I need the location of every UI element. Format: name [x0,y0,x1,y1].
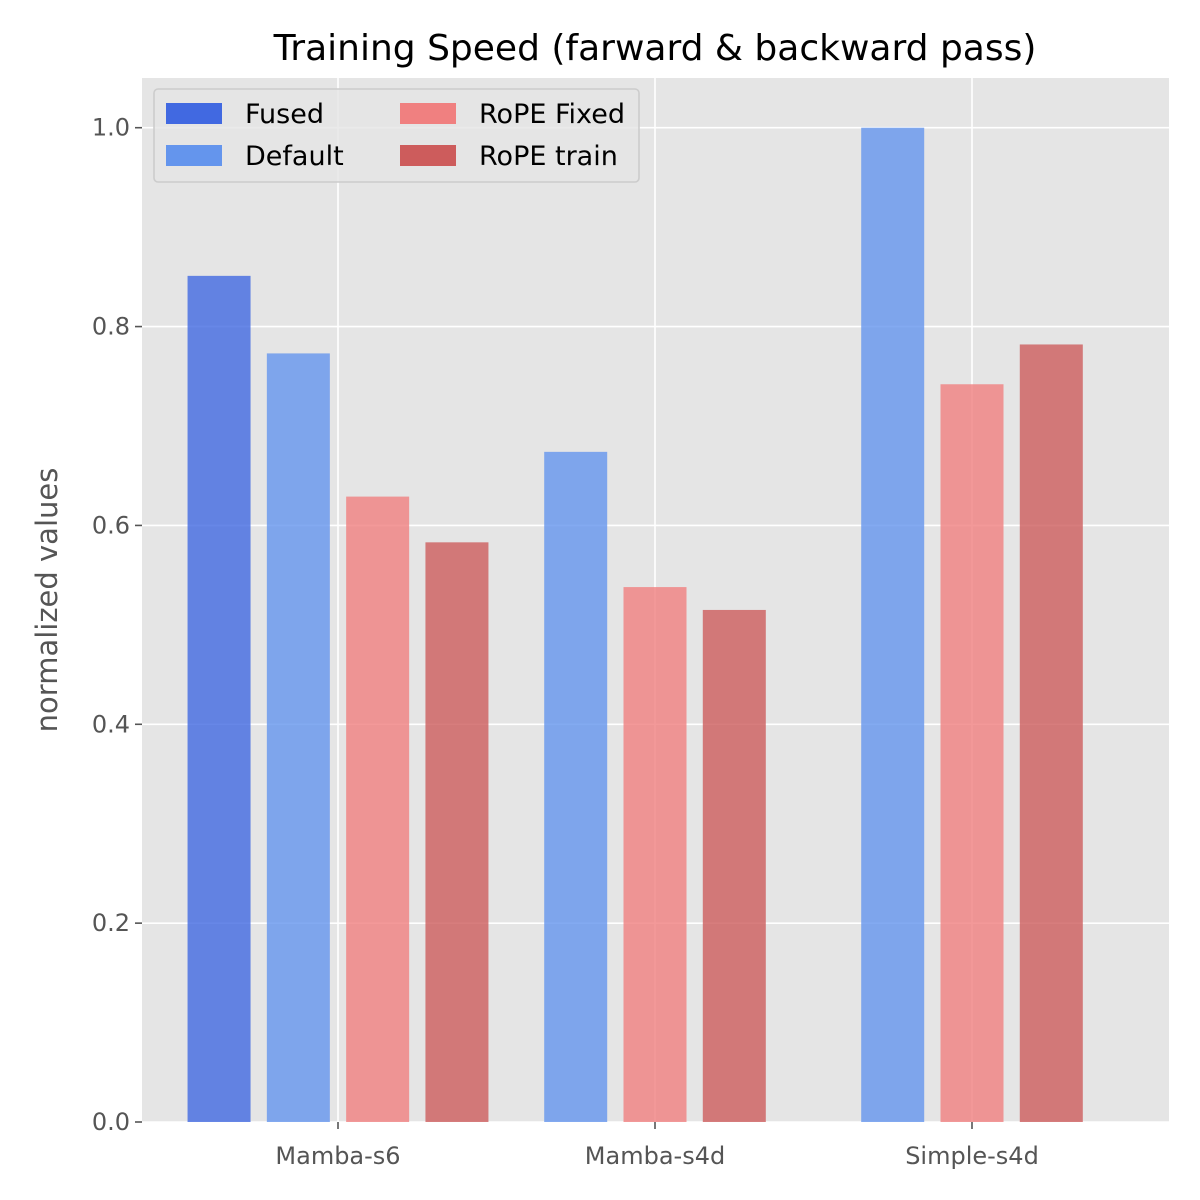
chart-title: Training Speed (farward & backward pass) [273,28,1037,69]
y-axis-label: normalized values [30,468,64,733]
x-tick-label: Simple-s4d [905,1142,1039,1170]
bar-default-mamba-s6 [266,353,330,1123]
x-tick-label: Mamba-s6 [275,1142,400,1170]
bar-rope-fixed-mamba-s6 [346,496,410,1122]
legend: Fused Default RoPE Fixed RoPE train [153,88,640,183]
bar-fused-mamba-s6 [187,275,251,1122]
legend-swatch [400,145,456,166]
bar-default-simple-s4d [861,127,925,1122]
y-tick-label: 0.0 [92,1108,130,1136]
axes: 0.0 0.2 0.4 0.6 0.8 1.0 Mamba-s6 Mamba-s4d Simpl… [92,114,1039,1170]
bar-rope-fixed-mamba-s4d [623,587,687,1122]
legend-swatch [400,103,456,124]
bar-rope-train-simple-s4d [1019,344,1083,1122]
legend-swatch [166,103,222,124]
legend-label: Default [245,141,344,172]
y-tick-label: 0.4 [92,710,130,738]
bar-rope-train-mamba-s4d [702,609,766,1122]
bar-rope-train-mamba-s6 [425,542,489,1122]
y-tick-label: 1.0 [92,114,130,142]
legend-swatch [166,145,222,166]
y-tick-label: 0.8 [92,313,130,341]
y-tick-label: 0.6 [92,511,130,539]
bar-rope-fixed-simple-s4d [940,384,1004,1122]
legend-frame [153,88,640,183]
x-tick-label: Mamba-s4d [585,1142,725,1170]
legend-label: RoPE Fixed [479,99,625,130]
y-tick-label: 0.2 [92,909,130,937]
legend-label: Fused [245,99,324,130]
bars [187,127,1083,1123]
bar-default-mamba-s4d [544,451,608,1122]
legend-label: RoPE train [479,141,618,172]
